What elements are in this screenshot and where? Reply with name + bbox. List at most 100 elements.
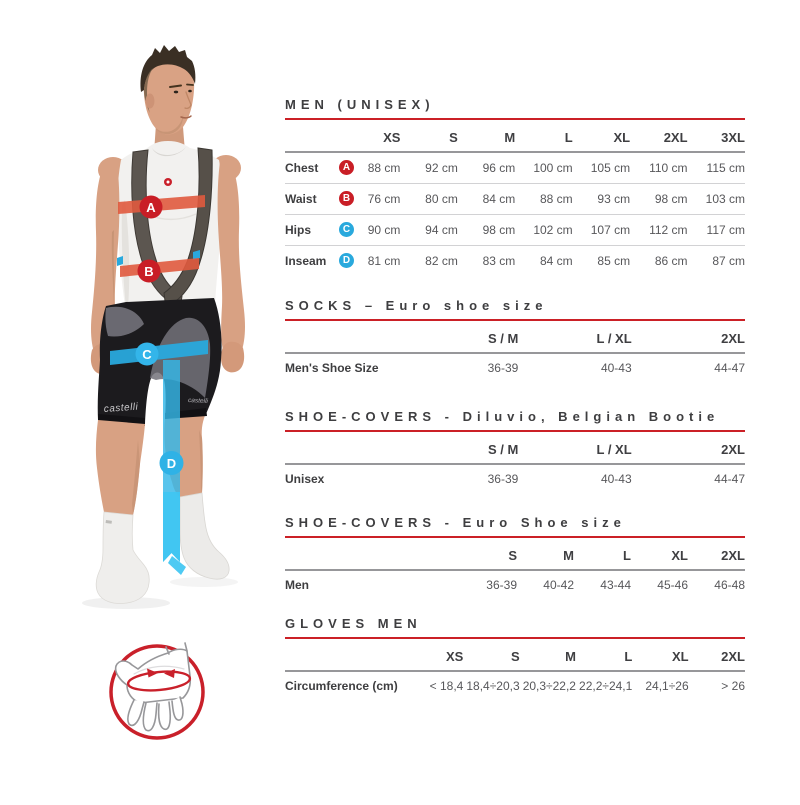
row-label-cell: Inseam D xyxy=(285,245,354,276)
column-header: S / M xyxy=(405,321,519,354)
right-sock xyxy=(179,492,230,580)
cell-value: 86 cm xyxy=(630,245,688,276)
left-sock xyxy=(95,511,150,604)
marker-badge-c: C xyxy=(135,342,159,366)
row-label: Circumference (cm) xyxy=(285,679,398,693)
column-header: 2XL xyxy=(688,538,745,571)
column-header: S xyxy=(400,120,458,153)
cell-value: 80 cm xyxy=(400,183,458,215)
cell-value: 105 cm xyxy=(590,160,631,175)
table-row: Men's Shoe Size 36-39 40-43 44-47 xyxy=(285,353,745,383)
row-label-cell: Men xyxy=(285,570,460,600)
bib-shorts: castelli castelli xyxy=(97,298,222,426)
cell-value: 98 cm xyxy=(630,183,688,215)
table-gloves-men: XS S M L XL 2XL Circumference (cm) < 18,4 18,4÷2… xyxy=(285,639,745,701)
column-header: 2XL xyxy=(688,639,745,672)
header-spacer xyxy=(285,639,407,672)
section-shoe-covers-diluvio: SHOE-COVERS - Diluvio, Belgian Bootie S /… xyxy=(285,409,745,494)
cell-value: 93 cm xyxy=(572,183,631,215)
right-hand xyxy=(221,341,245,373)
row-label-cell: Circumference (cm) xyxy=(285,671,407,701)
column-header: L xyxy=(515,120,573,153)
cell-value: 22,2÷24,1 xyxy=(579,679,633,693)
brand-logo xyxy=(164,178,172,186)
column-header: M xyxy=(517,538,574,571)
cell-value: 107 cm xyxy=(572,214,631,246)
table-row: Inseam D 81 cm 82 cm 83 cm 84 cm 85 cm 86 cm 87 … xyxy=(285,245,745,276)
marker-badge-b: B xyxy=(339,191,354,206)
column-header: 2XL xyxy=(631,321,745,354)
cell-value: 112 cm xyxy=(630,214,688,246)
table-row: Men 36-39 40-42 43-44 45-46 46-48 xyxy=(285,570,745,600)
left-leg xyxy=(95,420,150,604)
cell-value: 117 cm xyxy=(687,214,745,246)
circumference-ellipse xyxy=(126,670,192,692)
row-label: Men xyxy=(285,578,309,592)
floor-shadow xyxy=(170,577,238,587)
column-header: 2XL xyxy=(630,120,688,153)
shorts-logo-text-small: castelli xyxy=(188,397,209,405)
column-header: S / M xyxy=(405,432,519,465)
measurement-overlays: A B C D xyxy=(110,195,208,575)
measurement-figure: castelli castelli A B xyxy=(0,0,285,800)
section-gloves-men: GLOVES MEN XS S M L XL 2XL Circumference (cm) < … xyxy=(285,616,745,701)
cell-value: 110 cm xyxy=(649,160,688,175)
row-label-cell: Waist B xyxy=(285,183,354,215)
section-title-gloves-men: GLOVES MEN xyxy=(285,616,422,631)
arrow-left-icon xyxy=(164,669,175,678)
section-men-unisex: MEN (UNISEX) XS S M L XL 2XL 3XL Chest A 88 cm 92 c… xyxy=(285,97,745,276)
section-title-rule xyxy=(285,319,745,321)
cell-value: 98 cm xyxy=(457,214,516,246)
cell-value: 94 cm xyxy=(400,214,458,246)
column-header: 2XL xyxy=(631,432,745,465)
cell-value: 85 cm xyxy=(572,245,631,276)
header-spacer xyxy=(285,321,405,354)
cell-value: 88 cm xyxy=(367,160,401,175)
section-title-rule xyxy=(285,118,745,120)
cell-value: 87 cm xyxy=(687,245,745,276)
column-header: XL xyxy=(632,639,689,672)
cell-value: 92 cm xyxy=(425,160,458,175)
cell-value: 82 cm xyxy=(400,245,458,276)
cell-value: 103 cm xyxy=(687,183,745,215)
model-illustration: castelli castelli A B xyxy=(82,45,245,740)
cell-value: 45-46 xyxy=(657,578,688,592)
column-header: XL xyxy=(631,538,688,571)
row-label-cell: Unisex xyxy=(285,464,405,494)
cell-value: 36-39 xyxy=(486,578,517,592)
right-arm xyxy=(217,157,245,373)
ear xyxy=(145,93,155,109)
column-header: S xyxy=(460,538,517,571)
cell-value: 40-43 xyxy=(600,472,632,486)
row-label: Hips xyxy=(285,222,312,237)
table-shoe-covers-euro: S M L XL 2XL Men 36-39 40-42 43-44 45-46 46-48 xyxy=(285,538,745,600)
cell-value: 20,3÷22,2 xyxy=(522,679,576,693)
column-header: M xyxy=(457,120,516,153)
cell-value: 102 cm xyxy=(515,214,573,246)
row-label-cell: Hips C xyxy=(285,214,354,246)
marker-badge-a: A xyxy=(339,160,354,175)
table-row: Waist B 76 cm 80 cm 84 cm 88 cm 93 cm 98 cm 103 … xyxy=(285,183,745,215)
marker-badge-c: C xyxy=(339,222,354,237)
row-label: Unisex xyxy=(285,472,325,486)
marker-badge-d: D xyxy=(159,451,184,475)
table-row: Hips C 90 cm 94 cm 98 cm 102 cm 107 cm 112 cm 11… xyxy=(285,214,745,246)
table-row: Chest A 88 cm 92 cm 96 cm 100 cm 105 cm 110 cm 1… xyxy=(285,152,745,184)
header-spacer xyxy=(285,432,405,465)
cell-value: 40-43 xyxy=(600,361,632,375)
column-header: XS xyxy=(343,120,401,153)
cell-value: 46-48 xyxy=(714,578,745,592)
shorts-logo-text: castelli xyxy=(103,402,139,415)
row-label: Inseam xyxy=(285,253,327,268)
row-label: Men's Shoe Size xyxy=(285,361,379,375)
cell-value: 96 cm xyxy=(482,160,516,175)
section-shoe-covers-euro: SHOE-COVERS - Euro Shoe size S M L XL 2XL Men 3… xyxy=(285,515,745,600)
header-spacer xyxy=(285,120,343,153)
marker-badge-b: B xyxy=(137,259,161,283)
cell-value: 43-44 xyxy=(600,578,631,592)
svg-text:D: D xyxy=(167,456,176,471)
svg-text:A: A xyxy=(146,200,156,215)
cell-value: 88 cm xyxy=(515,183,573,215)
